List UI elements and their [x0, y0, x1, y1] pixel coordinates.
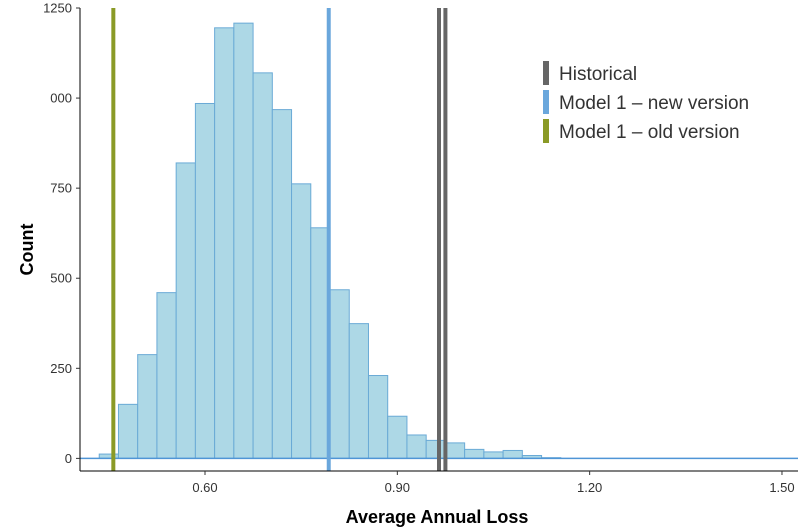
histogram-bar [329, 289, 350, 459]
histogram-bar [156, 292, 177, 459]
histogram-bar [117, 403, 139, 459]
y-tick-label: 000 [50, 91, 72, 106]
legend-label: Model 1 – new version [559, 93, 749, 114]
reference-lines [111, 8, 448, 471]
histogram-bar [175, 162, 196, 459]
x-axis-title: Average Annual Loss [346, 507, 529, 527]
y-tick-label: 1250 [43, 1, 72, 16]
histogram-bar [194, 102, 216, 459]
histogram-bar [387, 415, 408, 459]
x-tick-label: 0.60 [192, 480, 217, 495]
histogram-bar [233, 22, 254, 459]
y-tick-label: 500 [50, 271, 72, 286]
histogram-bar [425, 439, 446, 459]
histogram-bar [271, 109, 293, 459]
histogram-bar [367, 375, 389, 459]
histogram-bar [464, 448, 485, 459]
histogram-bar [483, 451, 504, 459]
histogram-bar [406, 434, 427, 459]
x-tick-label: 1.20 [577, 480, 602, 495]
legend-label: Model 1 – old version [559, 122, 740, 143]
y-axis-title: Count [17, 224, 37, 276]
y-axis-ticks: 0 250 500 750 000 1250 [43, 1, 80, 466]
x-axis-ticks: 0.60 0.90 1.20 1.50 [192, 471, 795, 495]
histogram-bar [502, 449, 523, 459]
histogram-bar [252, 72, 273, 459]
histogram-bar [291, 183, 312, 459]
y-tick-label: 0 [65, 451, 72, 466]
x-tick-label: 0.90 [385, 480, 410, 495]
legend-swatch [543, 90, 549, 114]
legend-swatch [543, 61, 549, 85]
x-tick-label: 1.50 [769, 480, 794, 495]
legend: Historical Model 1 – new version Model 1 –… [543, 61, 749, 143]
legend-label: Historical [559, 64, 637, 85]
histogram-bars [98, 22, 562, 459]
histogram-bar [348, 323, 369, 459]
histogram-bar [214, 27, 235, 459]
y-tick-label: 750 [50, 181, 72, 196]
histogram-bar [444, 442, 466, 459]
legend-swatch [543, 119, 549, 143]
y-tick-label: 250 [50, 361, 72, 376]
histogram-bar [137, 354, 158, 459]
